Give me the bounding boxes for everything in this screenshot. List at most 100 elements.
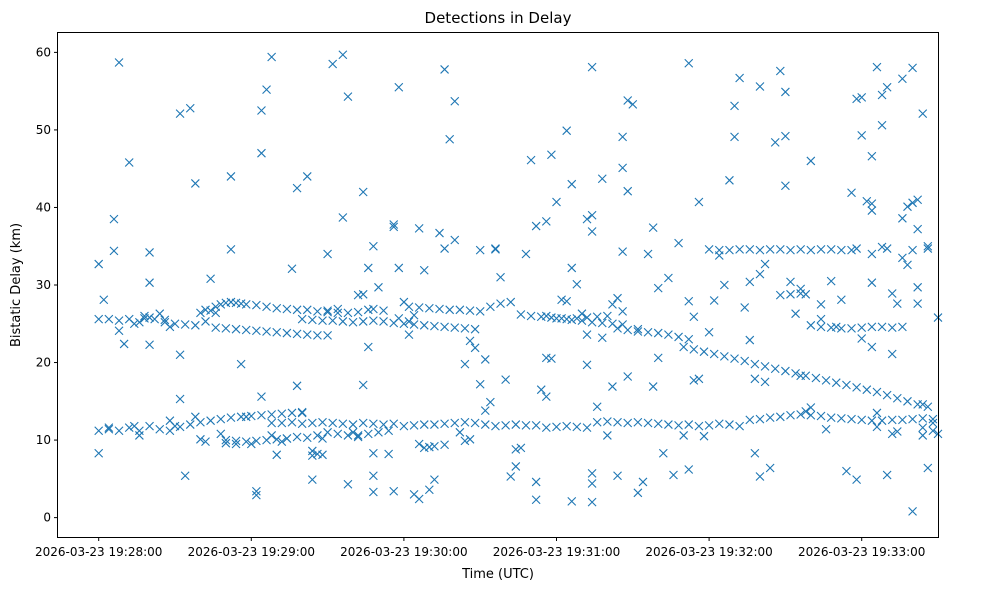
data-point [241, 299, 251, 309]
data-point [165, 322, 175, 332]
data-point [333, 429, 343, 439]
data-point [216, 429, 226, 439]
data-point [460, 324, 470, 333]
data-point [175, 350, 185, 360]
data-point [440, 322, 449, 332]
data-point [480, 406, 490, 416]
data-point [709, 296, 719, 305]
data-point [190, 179, 200, 188]
data-point [358, 317, 368, 326]
chart-title: Detections in Delay [425, 9, 572, 27]
data-point [608, 299, 617, 309]
data-point [531, 221, 541, 231]
data-point [735, 73, 745, 83]
data-point [343, 431, 353, 440]
data-point [816, 299, 826, 309]
data-point [908, 245, 917, 255]
data-point [226, 244, 236, 254]
data-point [292, 183, 302, 193]
data-point [338, 419, 348, 429]
data-point [664, 330, 673, 340]
data-point [318, 417, 327, 427]
data-point [867, 206, 877, 215]
data-point [842, 380, 851, 390]
data-point [816, 411, 826, 421]
data-point [572, 422, 582, 432]
data-point [623, 418, 633, 428]
data-point [430, 420, 439, 429]
data-point [475, 306, 485, 316]
y-tick-label: 0 [43, 511, 51, 525]
data-point [358, 418, 368, 428]
data-point [506, 297, 516, 307]
data-point [847, 324, 856, 333]
data-point [638, 477, 648, 487]
data-point [277, 409, 287, 419]
data-point [424, 485, 434, 495]
data-point [201, 437, 210, 447]
data-point [440, 419, 449, 429]
data-point [374, 282, 383, 292]
data-point [770, 137, 780, 147]
data-point [552, 313, 561, 323]
data-point [923, 241, 933, 251]
data-point [689, 344, 699, 354]
data-point [633, 327, 643, 336]
data-point [633, 417, 643, 427]
data-point [602, 311, 612, 321]
data-point [908, 198, 917, 208]
x-tick-label: 2026-03-23 19:30:00 [340, 545, 467, 559]
data-point [318, 450, 327, 460]
data-point [145, 421, 154, 431]
data-point [323, 249, 332, 259]
data-point [674, 420, 683, 430]
data-point [251, 436, 261, 446]
data-point [898, 322, 907, 332]
data-point [175, 394, 185, 404]
data-point [903, 202, 912, 212]
data-point [521, 420, 531, 430]
data-point [114, 426, 124, 436]
data-point [602, 431, 612, 440]
data-point [297, 419, 307, 429]
data-point [216, 299, 226, 309]
data-point [903, 260, 912, 270]
data-point [460, 417, 470, 427]
data-point [786, 410, 795, 420]
data-point [867, 416, 877, 426]
data-point [94, 259, 104, 269]
data-point [114, 316, 124, 326]
data-point [867, 199, 877, 208]
data-point [206, 416, 215, 426]
data-point [643, 249, 653, 259]
data-point [623, 96, 633, 105]
data-point [882, 244, 892, 253]
data-point [877, 416, 887, 426]
data-point [201, 317, 210, 326]
data-point [94, 448, 104, 458]
data-point [445, 134, 455, 144]
data-point [872, 408, 882, 418]
data-point [664, 273, 673, 283]
data-point [582, 313, 592, 322]
data-point [368, 448, 378, 458]
x-axis-label: Time (UTC) [461, 567, 534, 582]
data-point [826, 244, 836, 254]
data-point [251, 490, 261, 500]
data-point [796, 371, 806, 381]
data-point [470, 418, 480, 428]
data-point [323, 331, 332, 340]
data-point [908, 507, 917, 516]
data-point [292, 432, 302, 442]
data-point [582, 214, 592, 224]
data-point [618, 163, 628, 173]
data-point [211, 302, 221, 312]
data-point [251, 486, 261, 496]
data-point [292, 381, 302, 391]
data-point [928, 418, 938, 428]
data-point [287, 264, 297, 274]
data-point [379, 317, 388, 326]
data-point [368, 419, 378, 429]
data-point [618, 306, 628, 316]
